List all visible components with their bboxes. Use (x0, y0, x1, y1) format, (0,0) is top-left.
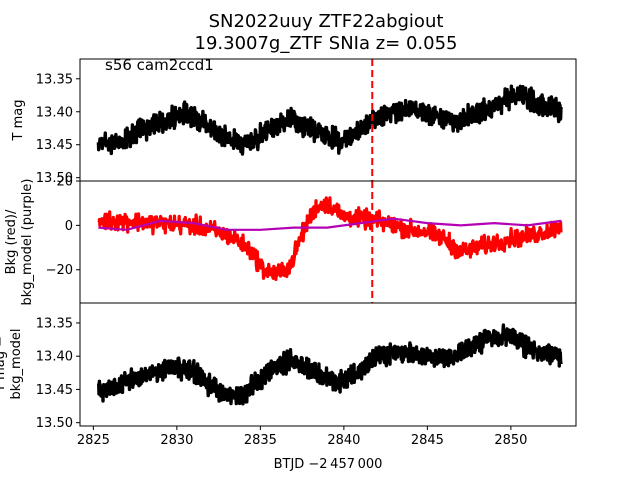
bottom-marks (96, 323, 563, 406)
x-tick-label: 2835 (244, 433, 277, 448)
panel-top: 13.35 13.40 13.45 13.50 s56 cam2ccd1 T mag (11, 56, 577, 186)
panel-2-y-tick-label: 13.45 (36, 383, 73, 398)
top-y-label: T mag (11, 100, 26, 142)
panel-2-series-0-points (96, 323, 563, 406)
bottom-y-ticks: 13.35 13.40 13.45 13.50 (36, 316, 80, 431)
x-axis-label: BTJD −2 457 000 (274, 457, 383, 472)
panel-middle: −20 0 20 Bkg (red)/ bkg_model (purple) (4, 175, 577, 306)
panel-0-y-tick-label: 13.35 (36, 72, 73, 87)
bottom-y-label-line-1: T mag − (0, 336, 8, 393)
middle-y-label-line-1: Bkg (red)/ (4, 209, 19, 274)
bottom-y-label-line-2: bkg_model (9, 328, 24, 399)
title-line-2: 19.3007g_ZTF SNIa z= 0.055 (195, 33, 458, 54)
x-tick-label: 2845 (411, 433, 444, 448)
top-annotation: s56 cam2ccd1 (105, 56, 214, 74)
x-tick-label: 2840 (327, 433, 360, 448)
panel-1-y-tick-label: −20 (46, 263, 73, 278)
bottom-x-ticks: 2825 2830 2835 2840 2845 2850 (77, 426, 527, 448)
panel-2-y-tick-label: 13.40 (36, 350, 73, 365)
bottom-frame (79, 302, 577, 427)
x-tick-label: 2830 (160, 433, 193, 448)
panel-1-y-tick-label: 20 (56, 175, 73, 190)
middle-y-ticks: −20 0 20 (46, 175, 80, 278)
middle-y-label-line-2: bkg_model (purple) (20, 179, 35, 306)
panel-1-y-tick-label: 0 (65, 219, 73, 234)
top-marks (96, 84, 563, 156)
panel-1-series-1-line (98, 217, 562, 231)
x-tick-label: 2850 (494, 433, 527, 448)
panel-bottom: 13.35 13.40 13.45 13.50 2825 2830 2835 2840 284… (0, 302, 577, 448)
top-y-ticks: 13.35 13.40 13.45 13.50 (36, 72, 80, 186)
title-line-1: SN2022uuy ZTF22abgiout (209, 11, 444, 32)
panel-0-y-tick-label: 13.45 (36, 138, 73, 153)
panel-0-y-tick-label: 13.40 (36, 105, 73, 120)
middle-marks (97, 196, 563, 281)
panel-0-series-0-points (96, 84, 563, 156)
panel-0-y-tick-label: 13.50 (36, 171, 73, 186)
panel-2-y-tick-label: 13.35 (36, 316, 73, 331)
panel-1-series-0-points (97, 196, 563, 281)
x-tick-label: 2825 (77, 433, 110, 448)
panel-2-y-tick-label: 13.50 (36, 416, 73, 431)
